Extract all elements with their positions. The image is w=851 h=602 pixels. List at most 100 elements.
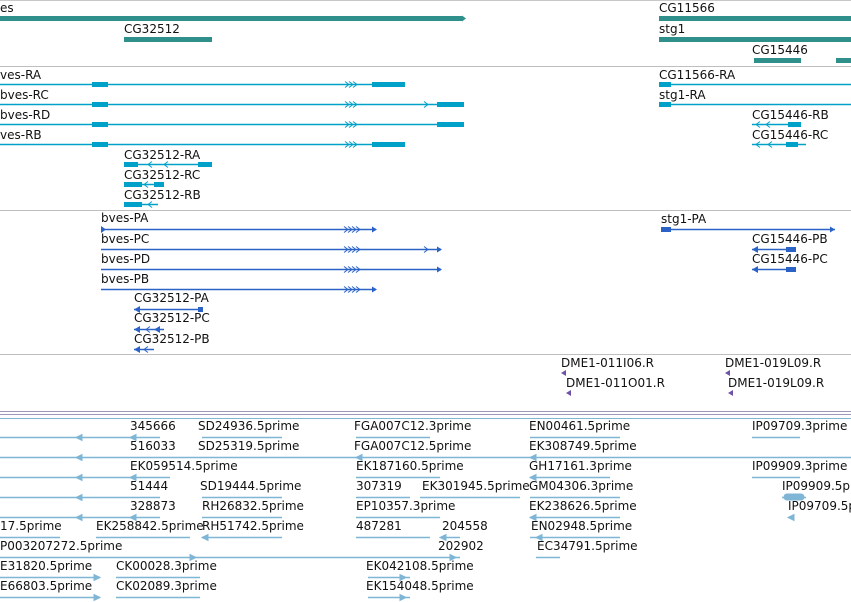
transcript-label-bves-rd[interactable]: bves-RD <box>0 108 50 122</box>
transcript-label-bves-ra[interactable]: ves-RA <box>0 68 42 82</box>
protein-label-cg15446-pc[interactable]: CG15446-PC <box>752 252 828 266</box>
gene-bar-cg15446[interactable] <box>754 58 801 63</box>
transcript-label-cg32512-ra[interactable]: CG32512-RA <box>124 148 201 162</box>
gene-bar-bves[interactable] <box>0 16 462 21</box>
oligo-label-011i06[interactable]: DME1-011I06.R <box>561 356 654 370</box>
gene-label-bves[interactable]: es <box>0 1 14 15</box>
est-label[interactable]: CK00028.3prime <box>116 559 217 573</box>
oligo-label-019l09-a[interactable]: DME1-019L09.R <box>725 356 821 370</box>
est-label[interactable]: IP09709.3prime <box>752 419 847 433</box>
est-label[interactable]: SD24936.5prime <box>198 419 299 433</box>
est-label[interactable]: EN00461.5prime <box>529 419 630 433</box>
gene-label-cg15446[interactable]: CG15446 <box>752 43 808 57</box>
est-label[interactable]: GM04306.3prime <box>529 479 633 493</box>
est-label[interactable]: EK187160.5prime <box>356 459 464 473</box>
est-marker <box>128 473 137 482</box>
exon <box>92 122 108 127</box>
est-label[interactable]: E31820.5prime <box>0 559 92 573</box>
cds-start <box>134 326 140 333</box>
est-marker <box>93 573 102 582</box>
gene-bar-cg11566[interactable] <box>659 16 851 21</box>
exon <box>659 82 671 87</box>
transcript-label-stg1-ra[interactable]: stg1-RA <box>659 88 706 102</box>
est-label[interactable]: EN02948.5prime <box>531 519 632 533</box>
protein-label-bves-pc[interactable]: bves-PC <box>101 232 149 246</box>
oligo-marker[interactable] <box>728 390 733 396</box>
est-marker <box>74 493 83 502</box>
strand-arrows <box>143 181 149 188</box>
est-label[interactable]: IP09709.5prime <box>788 499 851 513</box>
transcript-label-cg32512-rc[interactable]: CG32512-RC <box>124 168 200 182</box>
est-label[interactable]: FGA007C12.3prime <box>354 419 471 433</box>
est-label[interactable]: IP09909.3prime <box>752 459 847 473</box>
est-label[interactable]: CK02089.3prime <box>116 579 217 593</box>
protein-label-stg1-pa[interactable]: stg1-PA <box>661 212 707 226</box>
gene-bar-offscreen[interactable] <box>836 58 851 63</box>
exon <box>92 102 108 107</box>
oligo-marker[interactable] <box>725 370 730 376</box>
est-label[interactable]: SD25319.5prime <box>198 439 299 453</box>
est-marker <box>189 553 198 562</box>
exon <box>198 162 212 167</box>
est-label[interactable]: 345666 <box>130 419 176 433</box>
protein-label-cg32512-pb[interactable]: CG32512-PB <box>134 332 210 346</box>
est-label[interactable]: 328873 <box>130 499 176 513</box>
transcript-label-cg11566-ra[interactable]: CG11566-RA <box>659 68 736 82</box>
est-label[interactable]: 17.5prime <box>0 519 62 533</box>
est-label[interactable]: SD19444.5prime <box>200 479 301 493</box>
protein-label-bves-pd[interactable]: bves-PD <box>101 252 150 266</box>
est-label[interactable]: EK258842.5prime <box>96 519 204 533</box>
exon <box>659 102 671 107</box>
protein-label-cg32512-pa[interactable]: CG32512-PA <box>134 291 210 305</box>
transcript-label-cg15446-rc[interactable]: CG15446-RC <box>752 128 828 142</box>
est-marker <box>399 573 408 582</box>
est-marker <box>449 553 458 562</box>
transcript-label-bves-rc[interactable]: bves-RC <box>0 88 49 102</box>
oligo-label-011o01[interactable]: DME1-011O01.R <box>566 376 665 390</box>
est-label[interactable]: FGA007C12.5prime <box>354 439 471 453</box>
est-label[interactable]: EK042108.5prime <box>366 559 474 573</box>
oligo-label-019l09-b[interactable]: DME1-019L09.R <box>728 376 824 390</box>
protein-label-bves-pb[interactable]: bves-PB <box>101 272 149 286</box>
transcript-label-cg15446-rb[interactable]: CG15446-RB <box>752 108 829 122</box>
est-label[interactable]: 487281 <box>356 519 402 533</box>
est-label[interactable]: 202902 <box>438 539 484 553</box>
exon <box>788 122 801 127</box>
est-marker <box>354 453 363 462</box>
est-label[interactable]: EC34791.5prime <box>537 539 638 553</box>
est-label[interactable]: EK059514.5prime <box>130 459 238 473</box>
est-label[interactable]: E66803.5prime <box>0 579 92 593</box>
est-marker <box>74 513 83 522</box>
est-label[interactable]: RH26832.5prime <box>202 499 304 513</box>
est-label[interactable]: EK238626.5prime <box>529 499 637 513</box>
strand-arrows <box>343 286 361 293</box>
gene-arrow-bves <box>462 15 466 22</box>
est-label[interactable]: 204558 <box>442 519 488 533</box>
gene-bar-stg1[interactable] <box>659 37 851 42</box>
gene-bar-cg32512[interactable] <box>124 37 212 42</box>
gene-label-cg11566[interactable]: CG11566 <box>659 1 715 15</box>
est-label[interactable]: P003207272.5prime <box>0 539 122 553</box>
oligo-marker[interactable] <box>561 370 566 376</box>
gene-label-cg32512[interactable]: CG32512 <box>124 22 180 36</box>
est-label[interactable]: 307319 <box>356 479 402 493</box>
cds-end <box>437 246 442 253</box>
est-label[interactable]: GH17161.3prime <box>529 459 632 473</box>
transcript-label-bves-rb[interactable]: ves-RB <box>0 128 42 142</box>
protein-label-cg32512-pc[interactable]: CG32512-PC <box>134 311 210 325</box>
cds-end <box>198 307 203 312</box>
est-label[interactable]: EP10357.3prime <box>356 499 455 513</box>
est-label[interactable]: 51444 <box>130 479 168 493</box>
protein-label-cg15446-pb[interactable]: CG15446-PB <box>752 232 828 246</box>
est-label[interactable]: EK301945.5prime <box>422 479 530 493</box>
transcript-label-cg32512-rb[interactable]: CG32512-RB <box>124 188 201 202</box>
oligo-marker[interactable] <box>566 390 571 396</box>
gene-label-stg1[interactable]: stg1 <box>659 22 685 36</box>
est-label[interactable]: RH51742.5prime <box>202 519 304 533</box>
est-label[interactable]: EK154048.5prime <box>366 579 474 593</box>
est-label[interactable]: 516033 <box>130 439 176 453</box>
protein-label-bves-pa[interactable]: bves-PA <box>101 211 149 225</box>
est-label[interactable]: EK308749.5prime <box>529 439 637 453</box>
est-label[interactable]: IP09909.5prime <box>782 479 851 493</box>
